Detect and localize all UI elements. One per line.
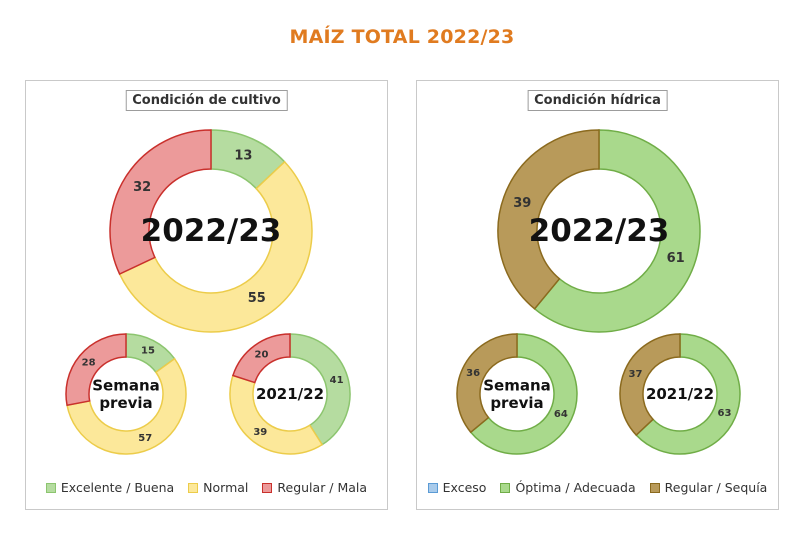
legend-item: Regular / Sequía [649,480,768,495]
legend: Excelente / Buena Normal Regular / Mala [26,480,387,495]
data-label: 15 [141,345,155,356]
legend-item: Óptima / Adecuada [500,480,636,495]
data-label: 55 [248,291,266,306]
legend-label: Óptima / Adecuada [515,480,636,495]
donut-slice [456,333,518,434]
data-label: 63 [718,408,732,419]
legend-item: Excelente / Buena [45,480,175,495]
donut-slice [109,129,212,276]
legend-label: Excelente / Buena [60,480,175,495]
legend-label: Normal [203,480,249,495]
donut-chart: 15 57 28 Semana previa [65,333,187,455]
legend-item: Regular / Mala [262,480,367,495]
water-condition-panel: Condición hídrica 61 39 2022/23 64 36 Semana p… [416,80,779,510]
center-label: 2022/23 [141,213,282,249]
data-label: 36 [466,368,480,379]
donut-chart: 41 39 20 2021/22 [229,333,351,455]
legend-swatch [45,482,56,493]
legend-item: Normal [188,480,248,495]
donut-slice [66,357,187,455]
legend-swatch [500,482,511,493]
donut-slice [229,374,324,455]
crop-condition-donuts: 13 55 32 2022/23 15 57 28 Semana previa 41 39 20 202… [65,129,351,455]
data-label: 20 [255,349,269,360]
legend-item: Exceso [427,480,487,495]
panel-title: Condición de cultivo [125,90,288,111]
data-label: 57 [138,433,152,444]
legend-swatch [262,482,273,493]
legend-label: Exceso [442,480,487,495]
legend-label: Regular / Mala [277,480,368,495]
donut-chart: 13 55 32 2022/23 [109,129,313,333]
donut-slice [65,333,127,407]
data-label: 61 [667,251,685,266]
donut-slice [118,160,313,333]
data-label: 64 [554,409,568,420]
donut-slice [469,333,578,455]
legend-swatch [427,482,438,493]
donut-slice [635,333,741,455]
donut-slice [497,129,600,310]
legend-label: Regular / Sequía [664,480,768,495]
crop-condition-panel: Condición de cultivo 13 55 32 2022/23 15 57 28… [25,80,388,510]
donut-slice [533,129,701,333]
center-label: 2021/22 [256,385,324,403]
data-label: 39 [513,196,531,211]
donut-slice [619,333,681,437]
center-label: 2022/23 [529,213,670,249]
data-label: 28 [82,358,96,369]
data-label: 13 [234,149,252,164]
center-label: Semana previa [92,377,160,412]
center-label: 2021/22 [646,385,714,403]
donut-chart: 61 39 2022/23 [497,129,701,333]
data-label: 41 [330,375,344,386]
legend-swatch [188,482,199,493]
data-label: 37 [629,369,643,380]
data-label: 32 [133,180,151,195]
donut-slice [289,333,351,446]
data-label: 39 [253,427,267,438]
legend-swatch [649,482,660,493]
center-label: Semana previa [483,377,551,412]
main-title: MAÍZ TOTAL 2022/23 [289,26,515,48]
panel-title: Condición hídrica [527,90,668,111]
legend: Exceso Óptima / Adecuada Regular / Sequí… [417,480,778,495]
donut-slice [231,333,291,384]
